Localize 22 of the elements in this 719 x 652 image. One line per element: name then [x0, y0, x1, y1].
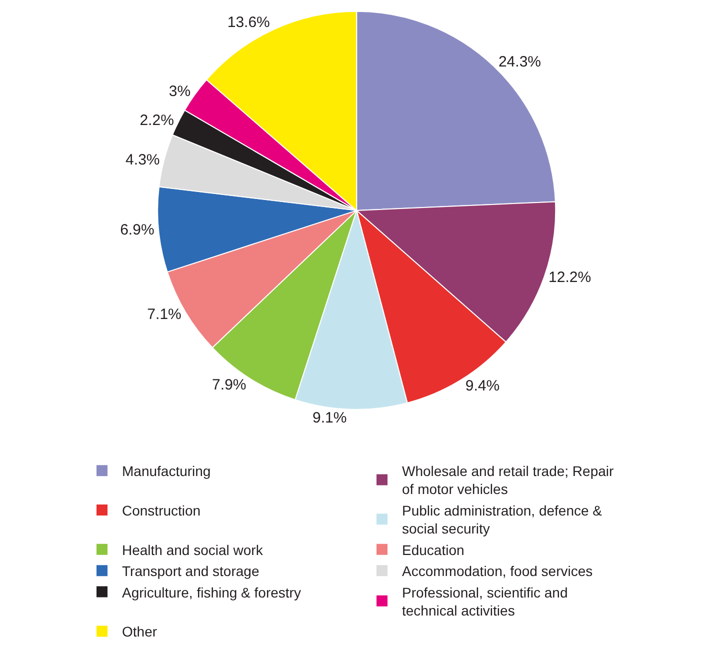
legend-label: Public administration, defence & social security [402, 502, 603, 537]
legend-label: Health and social work [122, 542, 264, 558]
data-label: 2.2% [140, 112, 174, 130]
legend-label: Professional, scientific and technical activities [402, 584, 568, 618]
data-label: 9.4% [465, 377, 500, 394]
legend-label: Transport and storage [122, 563, 260, 580]
data-label: 24.3% [498, 54, 542, 71]
data-label: 6.9% [120, 221, 154, 238]
data-label: 3% [168, 83, 191, 100]
data-label: 4.3% [126, 151, 160, 168]
data-label: 7.9% [212, 376, 246, 394]
legend-label: Manufacturing [122, 463, 211, 480]
legend-label: Other [122, 624, 158, 640]
legend-label: Agriculture, fishing & forestry [122, 584, 301, 600]
data-label: 13.6% [227, 14, 270, 31]
data-label: 7.1% [147, 306, 182, 324]
legend-label: Wholesale and retail trade; Repair of motor vehicles [402, 463, 614, 498]
legend-label: Construction [122, 502, 201, 518]
data-label: 9.1% [312, 409, 347, 426]
legend-label: Accommodation, food services [402, 563, 593, 580]
data-label: 12.2% [548, 269, 592, 286]
legend-label: Education [402, 542, 464, 558]
